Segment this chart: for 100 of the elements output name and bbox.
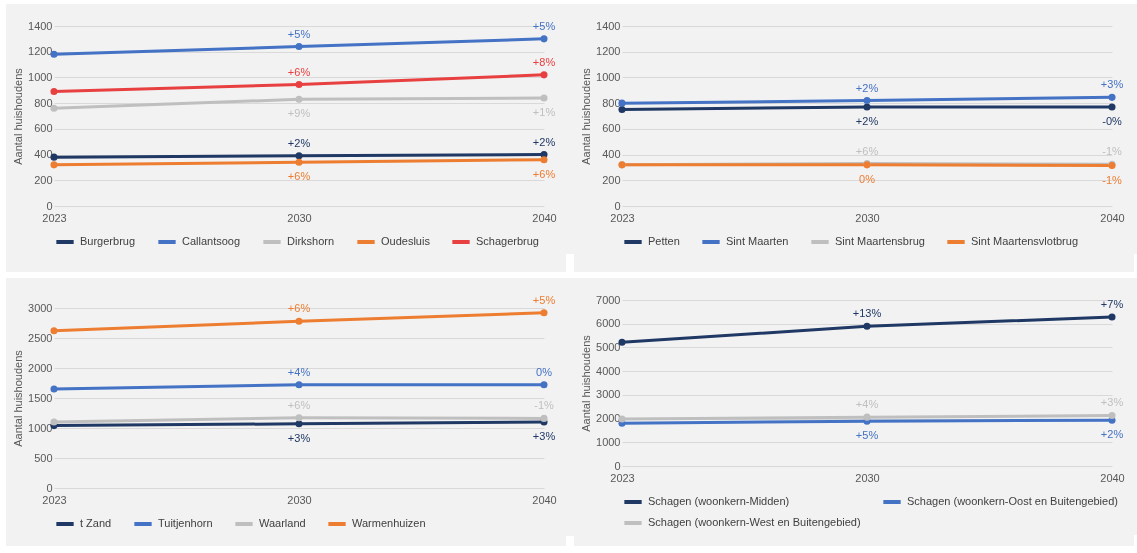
- y-tick-label: 2000: [596, 412, 621, 425]
- point: [295, 80, 303, 89]
- point: [540, 156, 548, 164]
- point: [618, 338, 626, 346]
- y-tick-label: 6000: [596, 317, 621, 330]
- point: [50, 327, 58, 335]
- x-tick-label: 2040: [1100, 211, 1125, 224]
- point: [50, 88, 58, 96]
- y-tick-label: 3000: [596, 388, 621, 401]
- point: [540, 94, 548, 102]
- annotation: 0%: [859, 172, 876, 185]
- point: [50, 161, 58, 169]
- y-tick-label: 0: [614, 459, 621, 472]
- legend-label: Schagen (woonkern-Midden): [648, 495, 790, 507]
- y-tick-label: 200: [602, 173, 621, 186]
- annotation: +5%: [532, 293, 556, 306]
- y-tick-label: 0: [614, 199, 621, 212]
- y-tick-label: 400: [34, 148, 53, 161]
- point: [1108, 103, 1116, 111]
- y-tick-label: 0: [46, 481, 53, 494]
- annotation: +2%: [855, 115, 879, 127]
- y-tick-label: 4000: [596, 364, 621, 377]
- y-tick-label: 1500: [28, 391, 53, 404]
- annotation: +5%: [532, 19, 556, 32]
- legend-label: Sint Maarten: [726, 235, 789, 247]
- legend-label: Oudesluis: [381, 235, 431, 247]
- annotation: +3%: [287, 431, 311, 444]
- y-tick-label: 1400: [28, 19, 53, 32]
- point: [540, 35, 548, 43]
- legend-label: Waarland: [259, 517, 306, 529]
- point: [50, 104, 58, 112]
- annotation: +2%: [1100, 428, 1124, 441]
- point: [540, 381, 548, 389]
- point: [295, 317, 303, 325]
- x-tick-label: 2030: [287, 211, 312, 224]
- legend-label: Schagerbrug: [476, 235, 539, 247]
- point: [295, 420, 303, 428]
- y-tick-label: 1200: [28, 45, 53, 58]
- point: [1108, 93, 1116, 101]
- y-tick-label: 600: [602, 122, 621, 135]
- annotation: +2%: [532, 135, 556, 148]
- annotation: +2%: [855, 81, 879, 94]
- point: [1108, 313, 1116, 321]
- point: [618, 106, 626, 114]
- annotation: -0%: [1102, 115, 1122, 127]
- y-axis-title: Aantal huishoudens: [12, 67, 25, 165]
- y-tick-label: 0: [46, 199, 53, 212]
- x-tick-label: 2030: [287, 493, 312, 506]
- y-tick-label: 3000: [28, 301, 53, 314]
- legend-label: Callantsoog: [182, 235, 241, 247]
- x-tick-label: 2023: [42, 493, 67, 506]
- annotation: +3%: [1100, 78, 1124, 91]
- y-tick-label: 7000: [596, 293, 621, 306]
- annotation: +13%: [852, 307, 882, 320]
- x-tick-label: 2030: [855, 471, 880, 484]
- x-tick-label: 2030: [855, 211, 880, 224]
- point: [863, 413, 871, 421]
- point: [540, 414, 548, 422]
- annotation: +5%: [287, 27, 311, 40]
- legend-label: Schagen (woonkern-West en Buitengebied): [648, 516, 861, 528]
- x-tick-label: 2023: [610, 471, 635, 484]
- point: [863, 322, 871, 330]
- x-tick-label: 2040: [532, 211, 557, 224]
- point: [295, 414, 303, 422]
- annotation: +6%: [532, 167, 556, 180]
- y-tick-label: 5000: [596, 340, 621, 353]
- y-tick-label: 800: [34, 96, 53, 109]
- annotation: 0%: [536, 365, 553, 378]
- point: [295, 152, 303, 160]
- annotation: +5%: [855, 429, 879, 442]
- annotation: +2%: [287, 136, 311, 149]
- annotation: +7%: [1100, 298, 1124, 311]
- point: [295, 158, 303, 166]
- y-tick-label: 2000: [28, 361, 53, 374]
- point: [863, 103, 871, 111]
- annotation: +6%: [287, 170, 311, 183]
- point: [540, 71, 548, 79]
- annotation: +4%: [287, 365, 311, 378]
- legend-label: Warmenhuizen: [352, 517, 426, 529]
- legend-label: Sint Maartensbrug: [835, 235, 925, 247]
- legend-label: Petten: [648, 235, 680, 247]
- point: [540, 309, 548, 317]
- legend-label: Schagen (woonkern-Oost en Buitengebied): [907, 495, 1118, 507]
- y-tick-label: 400: [602, 148, 621, 161]
- y-tick-label: 1200: [596, 45, 621, 58]
- x-tick-label: 2040: [1100, 471, 1125, 484]
- legend-label: Burgerbrug: [80, 235, 136, 247]
- y-tick-label: 2500: [28, 331, 53, 344]
- x-tick-label: 2040: [532, 493, 557, 506]
- point: [863, 97, 871, 105]
- legend-label: Sint Maartensvlotbrug: [971, 235, 1078, 247]
- y-axis-title: Aantal huishoudens: [580, 67, 593, 165]
- y-tick-label: 1400: [596, 19, 621, 32]
- y-tick-label: 1000: [28, 421, 53, 434]
- point: [50, 418, 58, 426]
- y-axis-title: Aantal huishoudens: [580, 334, 593, 432]
- y-tick-label: 600: [34, 122, 53, 135]
- y-tick-label: 500: [34, 451, 53, 464]
- legend-label: t Zand: [80, 517, 112, 529]
- point: [1108, 411, 1116, 420]
